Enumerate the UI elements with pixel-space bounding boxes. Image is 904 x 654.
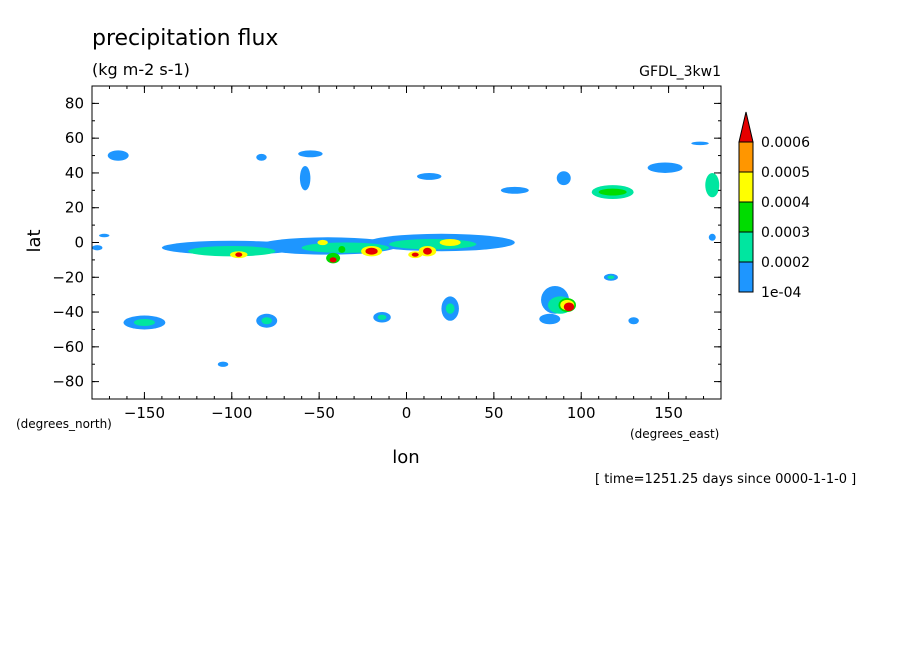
- legend-label: 0.0006: [761, 135, 810, 151]
- x-axis: −150 −100 −50 0 50 100 150: [108, 86, 705, 422]
- y-tick-label: −20: [52, 268, 84, 286]
- x-tick-label: 50: [484, 404, 503, 422]
- legend-label: 0.0002: [761, 255, 810, 271]
- color-legend: 1e-04 0.0002 0.0003 0.0004 0.0005 0.0006: [738, 111, 810, 301]
- legend-swatch-4: [738, 141, 754, 173]
- y-tick-label: 0: [74, 234, 84, 252]
- precip-region-14: [539, 313, 561, 325]
- precip-region-2: [298, 150, 323, 158]
- legend-swatch-3: [738, 171, 754, 203]
- y-tick-label: −80: [52, 373, 84, 391]
- legend-swatch-1: [738, 231, 754, 263]
- y-tick-label: 40: [65, 164, 84, 182]
- precip-region-26: [188, 245, 276, 257]
- precip-region-44: [317, 239, 328, 246]
- x-tick-label: 100: [567, 404, 596, 422]
- y-tick-label: −60: [52, 338, 84, 356]
- precip-region-5: [500, 186, 529, 194]
- legend-swatch-0: [738, 261, 754, 293]
- precip-region-1: [256, 153, 267, 161]
- precip-region-20: [217, 361, 229, 367]
- x-units-label: (degrees_east): [630, 427, 719, 441]
- precip-region-34: [445, 303, 455, 314]
- legend-arrow: [738, 111, 754, 143]
- y-tick-label: 60: [65, 129, 84, 147]
- x-tick-label: −50: [303, 404, 335, 422]
- precip-region-46: [235, 252, 243, 257]
- model-label: GFDL_3kw1: [639, 64, 721, 80]
- precip-region-43: [439, 239, 461, 246]
- precip-region-47: [329, 257, 337, 263]
- y-axis-label: lat: [24, 229, 45, 252]
- chart-title: precipitation flux: [92, 26, 278, 51]
- precip-region-48: [365, 247, 378, 255]
- legend-label: 0.0005: [761, 165, 810, 181]
- precip-region-33: [377, 314, 387, 320]
- precip-region-19: [628, 317, 639, 325]
- legend-label: 0.0003: [761, 225, 810, 241]
- precip-region-31: [133, 319, 155, 326]
- legend-label: 0.0004: [761, 195, 810, 211]
- legend-label: 1e-04: [761, 285, 801, 301]
- chart-subtitle: (kg m-2 s-1): [92, 60, 190, 79]
- y-tick-label: −40: [52, 303, 84, 321]
- precipitation-regions: [92, 141, 720, 367]
- precip-region-25: [705, 172, 720, 198]
- precip-region-29: [607, 275, 615, 280]
- x-axis-label: lon: [392, 447, 419, 468]
- precip-region-32: [261, 317, 272, 325]
- precip-region-51: [563, 302, 575, 312]
- precip-region-6: [556, 171, 571, 186]
- y-tick-label: 20: [65, 199, 84, 217]
- y-tick-label: 80: [65, 94, 84, 112]
- precip-region-35: [598, 188, 627, 196]
- precip-region-7: [647, 162, 683, 173]
- x-tick-label: −150: [124, 404, 165, 422]
- x-tick-label: 0: [402, 404, 412, 422]
- precip-region-50: [423, 247, 432, 255]
- precip-region-23: [708, 233, 716, 241]
- y-units-label: (degrees_north): [16, 417, 112, 431]
- x-tick-label: 150: [654, 404, 683, 422]
- precip-region-38: [338, 245, 346, 253]
- y-axis: −80 −60 −40 −20 0 20 40 60 80: [52, 85, 721, 400]
- precip-region-4: [416, 172, 442, 180]
- precip-region-49: [411, 252, 419, 257]
- time-label: [ time=1251.25 days since 0000-1-1-0 ]: [595, 472, 856, 487]
- precip-region-21: [98, 233, 110, 238]
- precip-region-8: [691, 141, 709, 146]
- precip-region-3: [299, 165, 311, 191]
- x-tick-label: −100: [211, 404, 252, 422]
- precip-region-22: [92, 245, 103, 251]
- legend-swatch-2: [738, 201, 754, 233]
- precip-region-0: [107, 150, 129, 161]
